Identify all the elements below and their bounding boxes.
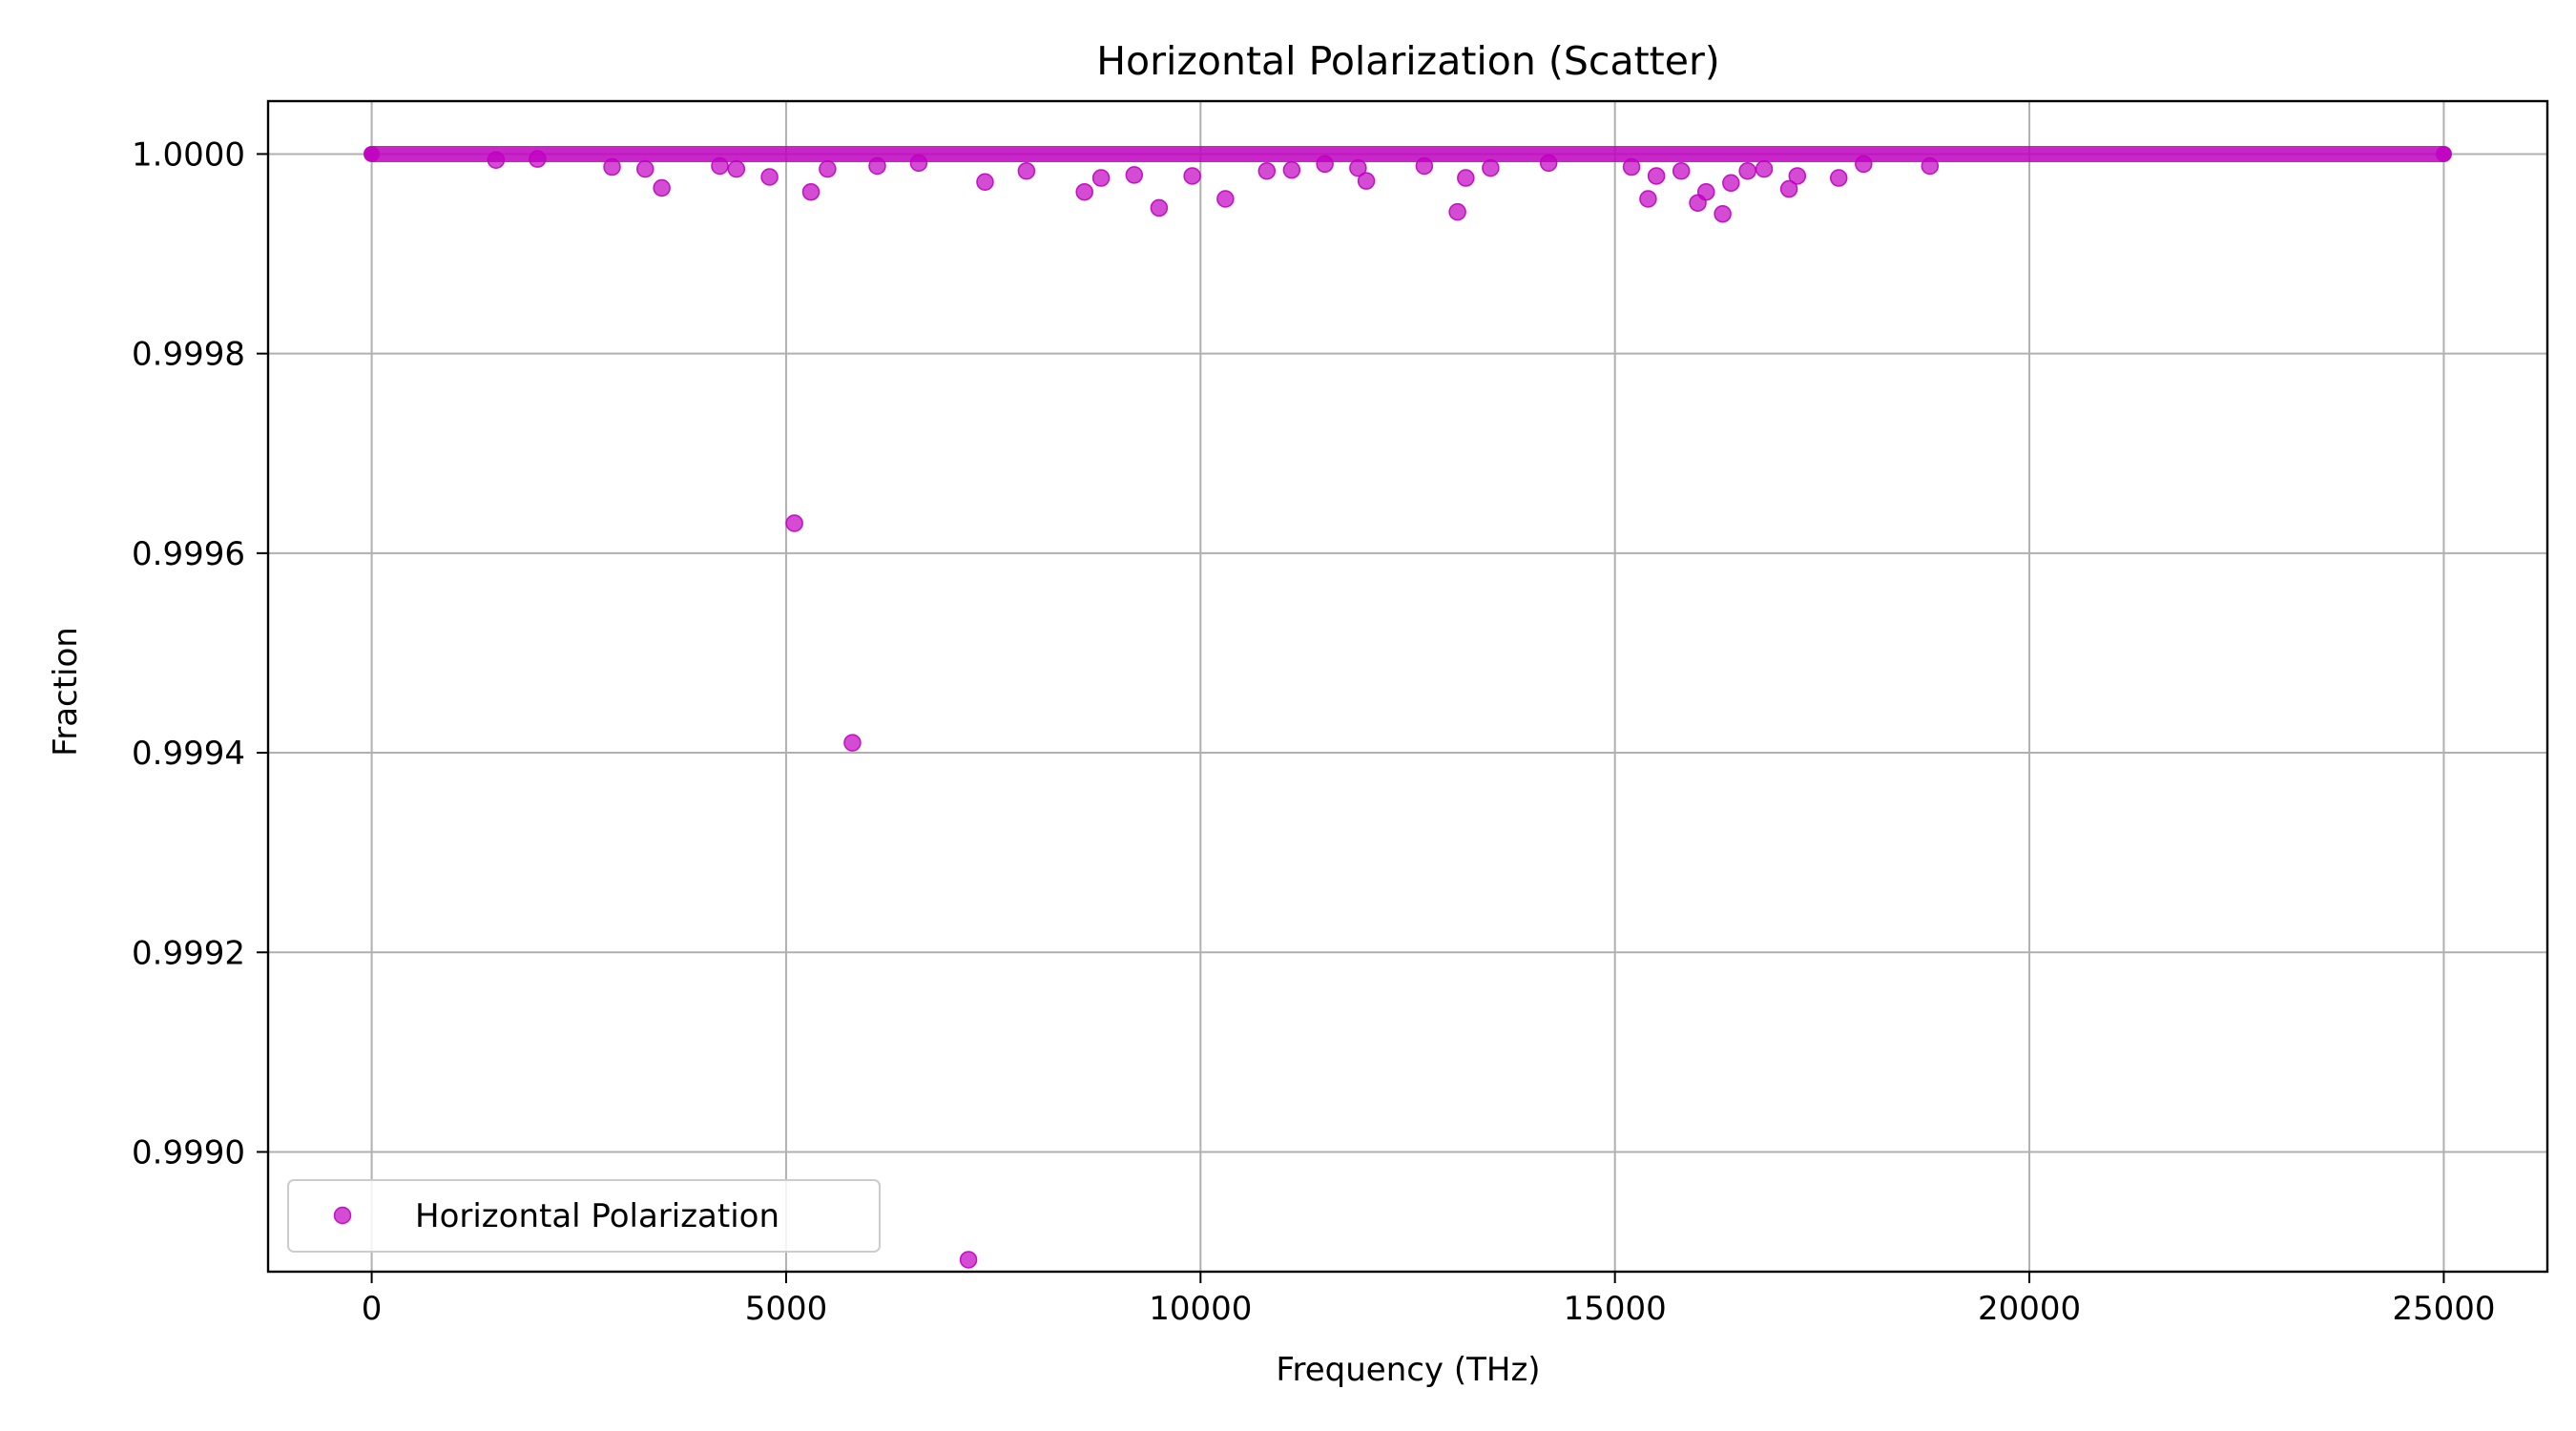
data-point [785,514,803,532]
data-point [1696,182,1715,201]
data-point [1921,156,1940,176]
data-point [909,154,928,173]
data-point [1448,202,1466,221]
x-tick-label: 0 [362,1290,383,1328]
data-point [711,156,729,176]
x-tick-label: 10000 [1149,1290,1252,1328]
data-point [1415,156,1434,176]
data-point [1788,167,1807,185]
data-point [1482,158,1500,177]
data-point [843,734,862,752]
data-point [1150,198,1169,218]
x-tick-label: 20000 [1978,1290,2081,1328]
data-point [1779,179,1798,198]
x-axis-label: Frequency (THz) [1276,1351,1540,1389]
y-tick-label: 0.9990 [132,1133,245,1172]
x-axis-ticks: 0 5000 10000 15000 20000 25000 [362,1272,2495,1328]
grid-lines [268,101,2547,1272]
data-point [529,150,547,168]
data-point [1075,182,1093,201]
data-point [1738,161,1756,180]
x-tick-label: 5000 [745,1290,828,1328]
data-point [959,1251,978,1269]
data-point [1647,167,1666,185]
x-tick-label: 15000 [1564,1290,1667,1328]
outlier-markers [487,150,1940,1269]
y-axis-ticks: 0.9990 0.9992 0.9994 0.9996 0.9998 1.0000 [132,135,268,1172]
data-point [1639,190,1657,208]
data-point [1672,161,1691,180]
data-point [801,182,821,201]
data-point [819,159,837,178]
y-tick-label: 1.0000 [132,135,245,174]
y-axis-label: Fraction [47,627,85,757]
data-point [1349,158,1367,177]
legend-marker [333,1206,352,1225]
data-point [1714,204,1732,223]
y-tick-label: 0.9996 [132,535,245,573]
data-point [727,159,746,178]
data-point [1257,161,1277,180]
x-tick-label: 25000 [2392,1290,2495,1328]
data-point [653,178,671,197]
y-tick-label: 0.9998 [132,336,245,374]
plot-frame [266,99,2549,1274]
data-point [1829,169,1848,187]
data-point [1282,160,1301,179]
data-point [1855,155,1873,174]
data-point [1755,159,1774,178]
data-point [1017,161,1036,180]
data-point [976,173,994,191]
baseline-marker-band [364,145,2452,162]
legend: Horizontal Polarization [287,1179,881,1253]
data-point [1183,167,1201,185]
data-point [1357,172,1376,190]
data-point [1539,154,1558,173]
baseline-marker-start [364,145,381,162]
data-point [1125,166,1144,184]
data-point [636,159,654,178]
data-point [487,151,506,169]
legend-box [287,1179,881,1253]
data-point [1457,169,1475,187]
baseline-markers [364,145,2452,162]
data-point [603,157,621,176]
data-point [868,156,886,176]
legend-label: Horizontal Polarization [415,1197,779,1235]
chart-title: Horizontal Polarization (Scatter) [1096,38,1720,84]
baseline-marker-end [2435,145,2452,162]
data-point [1216,190,1235,208]
y-tick-label: 0.9992 [132,934,245,972]
y-tick-label: 0.9994 [132,735,245,773]
data-point [1722,174,1740,193]
data-point [760,168,779,186]
data-point [1622,157,1641,176]
data-point [1316,155,1334,174]
data-point [1091,169,1111,187]
